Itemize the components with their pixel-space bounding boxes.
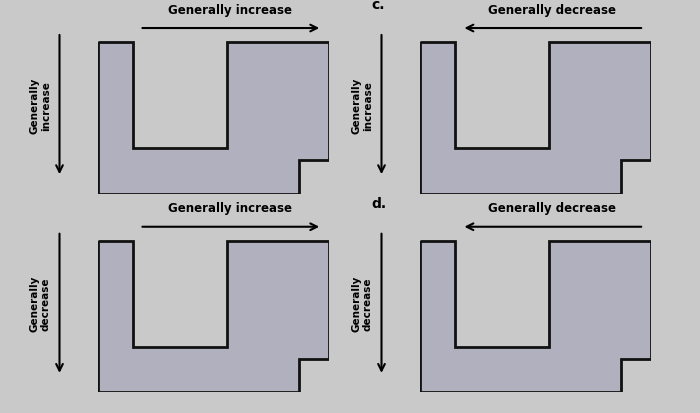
Text: Generally
decrease: Generally decrease [29,275,50,332]
Text: Generally decrease: Generally decrease [488,4,616,17]
Text: Generally
increase: Generally increase [29,77,50,133]
Text: Generally increase: Generally increase [168,202,292,215]
Polygon shape [98,241,329,392]
Text: d.: d. [371,197,386,211]
Text: Generally
increase: Generally increase [351,77,372,133]
Text: c.: c. [371,0,384,12]
Polygon shape [98,43,329,194]
Polygon shape [420,241,651,392]
Text: Generally
decrease: Generally decrease [351,275,372,332]
Polygon shape [420,43,651,194]
Text: Generally decrease: Generally decrease [488,202,616,215]
Text: Generally increase: Generally increase [168,4,292,17]
